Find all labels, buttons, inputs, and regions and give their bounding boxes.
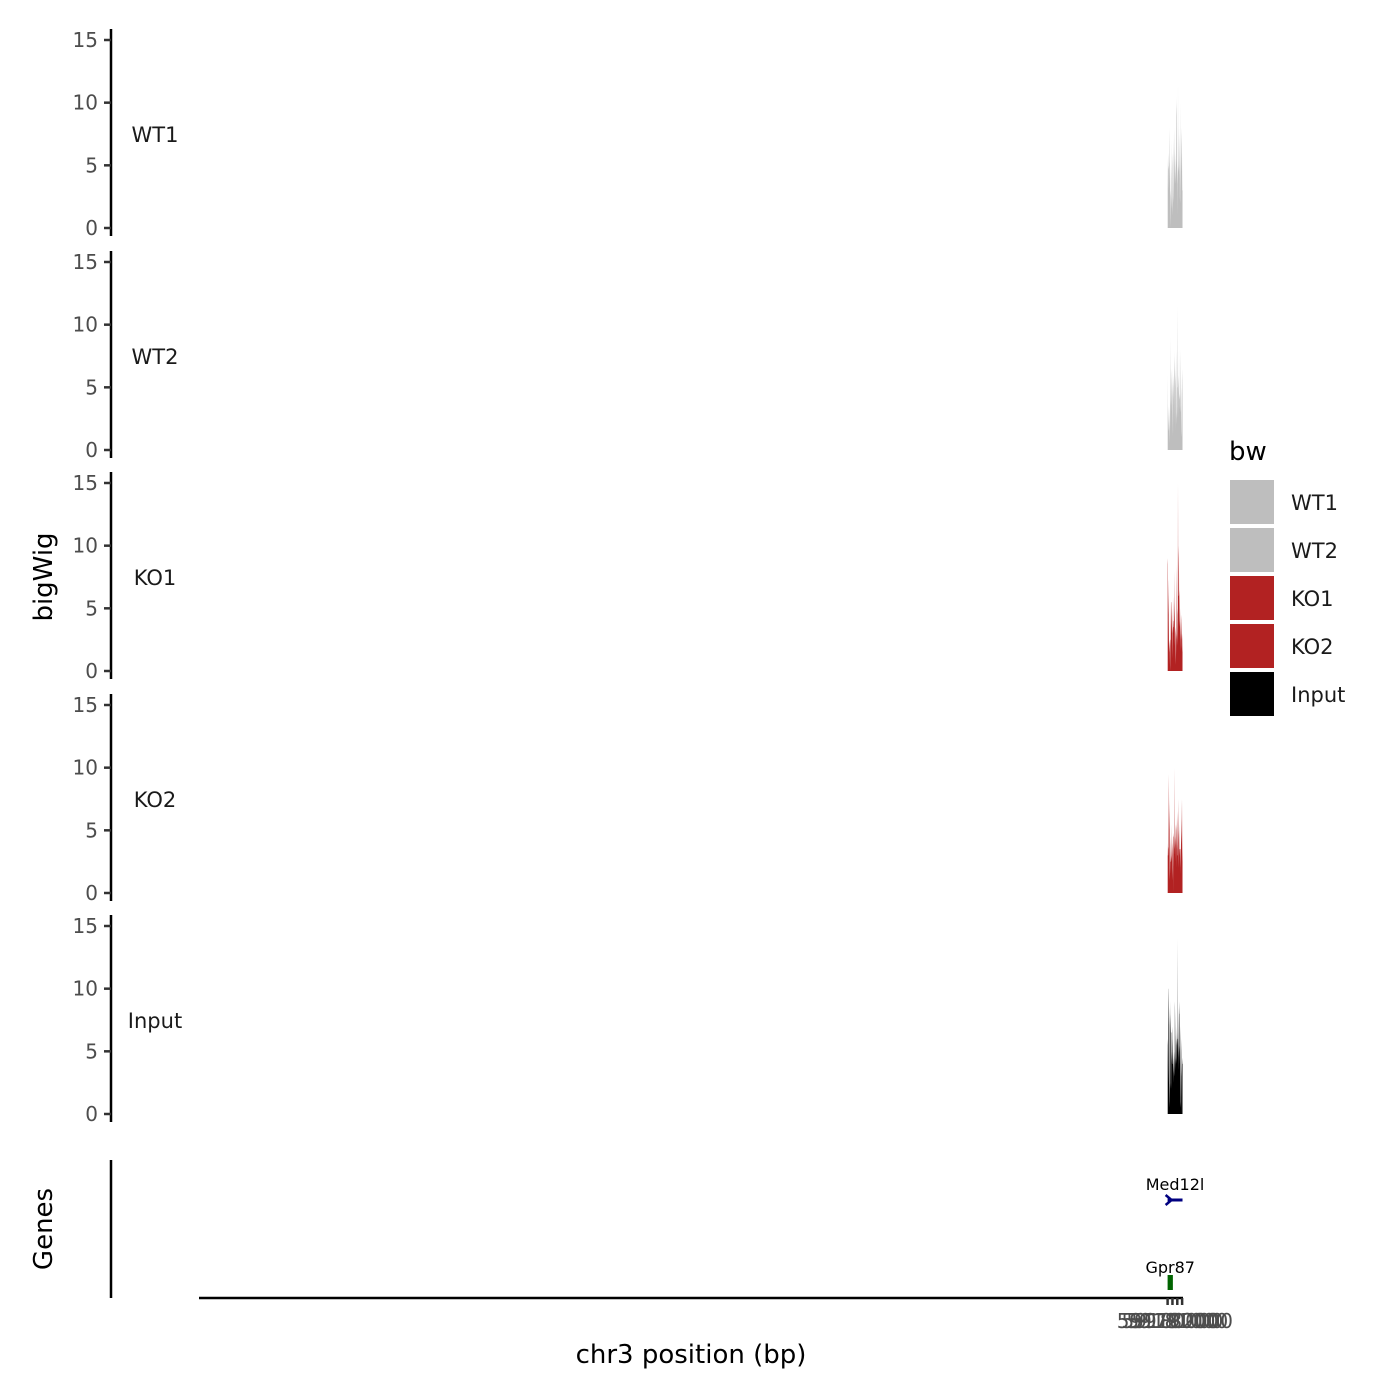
legend: bw WT1 WT2 KO1 KO2 Input bbox=[1229, 437, 1345, 716]
track-label: WT2 bbox=[132, 345, 179, 369]
track-label: Input bbox=[128, 1009, 182, 1033]
legend-label: Input bbox=[1291, 683, 1345, 707]
y-tick-label: 15 bbox=[73, 693, 98, 717]
gene-block bbox=[1167, 1275, 1173, 1290]
coverage-tracks: 0 5 10 15 WT1 0 5 10 15 WT2 0 5 10 15 KO1 0 5 10 15 KO2 0 5 10… bbox=[73, 28, 1183, 1126]
track-wt1: 0 5 10 15 WT1 bbox=[73, 28, 1183, 240]
legend-swatch bbox=[1230, 528, 1274, 572]
legend-swatch bbox=[1230, 576, 1274, 620]
legend-entry: WT1 bbox=[1230, 480, 1338, 524]
legend-entry: WT2 bbox=[1230, 528, 1338, 572]
y-tick-label: 5 bbox=[85, 596, 98, 620]
y-tick-label: 15 bbox=[73, 471, 98, 495]
legend-entry: Input bbox=[1230, 672, 1345, 716]
gene-med12l: Med12l bbox=[1146, 1175, 1205, 1206]
legend-swatch bbox=[1230, 624, 1274, 668]
x-tick-label: 59181000 bbox=[1126, 1309, 1228, 1333]
track-ko1: 0 5 10 15 KO1 bbox=[73, 471, 1183, 683]
legend-title: bw bbox=[1229, 437, 1267, 467]
legend-entries: WT1 WT2 KO1 KO2 Input bbox=[1230, 480, 1345, 716]
y-tick-label: 5 bbox=[85, 153, 98, 177]
genes-panel: Genes Med12l Gpr87 bbox=[29, 1160, 1204, 1298]
y-tick-label: 10 bbox=[73, 313, 98, 337]
track-ko2: 0 5 10 15 KO2 bbox=[73, 693, 1183, 905]
legend-label: KO2 bbox=[1291, 635, 1334, 659]
legend-swatch bbox=[1230, 480, 1274, 524]
y-tick-label: 5 bbox=[85, 375, 98, 399]
y-tick-label: 5 bbox=[85, 818, 98, 842]
x-tick-label: 59180000 bbox=[1122, 1309, 1224, 1333]
y-tick-label: 0 bbox=[85, 881, 98, 905]
area-ko1 bbox=[1167, 483, 1183, 671]
legend-label: KO1 bbox=[1291, 587, 1334, 611]
track-label: KO1 bbox=[134, 566, 177, 590]
y-tick-label: 15 bbox=[73, 250, 98, 274]
area-input bbox=[1167, 938, 1183, 1114]
x-tick-label: 59182000 bbox=[1131, 1309, 1233, 1333]
area-wt1 bbox=[1167, 83, 1183, 229]
genes-axis-title: Genes bbox=[29, 1188, 59, 1270]
legend-label: WT1 bbox=[1291, 491, 1338, 515]
y-tick-label: 10 bbox=[73, 91, 98, 115]
area-ko2 bbox=[1167, 767, 1183, 893]
legend-entry: KO2 bbox=[1230, 624, 1334, 668]
y-tick-label: 0 bbox=[85, 659, 98, 683]
y-tick-label: 15 bbox=[73, 914, 98, 938]
y-tick-label: 0 bbox=[85, 216, 98, 240]
strand-arrow bbox=[1164, 1194, 1174, 1206]
y-tick-label: 10 bbox=[73, 756, 98, 780]
gene-gpr87: Gpr87 bbox=[1145, 1258, 1195, 1290]
track-input: 0 5 10 15 Input bbox=[73, 914, 1183, 1126]
track-wt2: 0 5 10 15 WT2 bbox=[73, 250, 1183, 462]
gene-marks: Med12l Gpr87 bbox=[1145, 1175, 1204, 1290]
legend-swatch bbox=[1230, 672, 1274, 716]
y-tick-label: 15 bbox=[73, 28, 98, 52]
y-tick-label: 0 bbox=[85, 1102, 98, 1126]
y-tick-label: 10 bbox=[73, 977, 98, 1001]
y-tick-label: 0 bbox=[85, 438, 98, 462]
y-tick-label: 5 bbox=[85, 1039, 98, 1063]
area-wt2 bbox=[1167, 305, 1183, 450]
x-tick-label: 59179000 bbox=[1117, 1309, 1219, 1333]
track-label: WT1 bbox=[132, 123, 179, 147]
gene-label: Gpr87 bbox=[1145, 1258, 1195, 1277]
y-axis-title: bigWig bbox=[29, 532, 59, 621]
track-label: KO2 bbox=[134, 788, 177, 812]
gene-label: Med12l bbox=[1146, 1175, 1205, 1194]
legend-label: WT2 bbox=[1291, 539, 1338, 563]
legend-entry: KO1 bbox=[1230, 576, 1334, 620]
x-axis-title: chr3 position (bp) bbox=[576, 1340, 807, 1370]
y-tick-label: 10 bbox=[73, 534, 98, 558]
